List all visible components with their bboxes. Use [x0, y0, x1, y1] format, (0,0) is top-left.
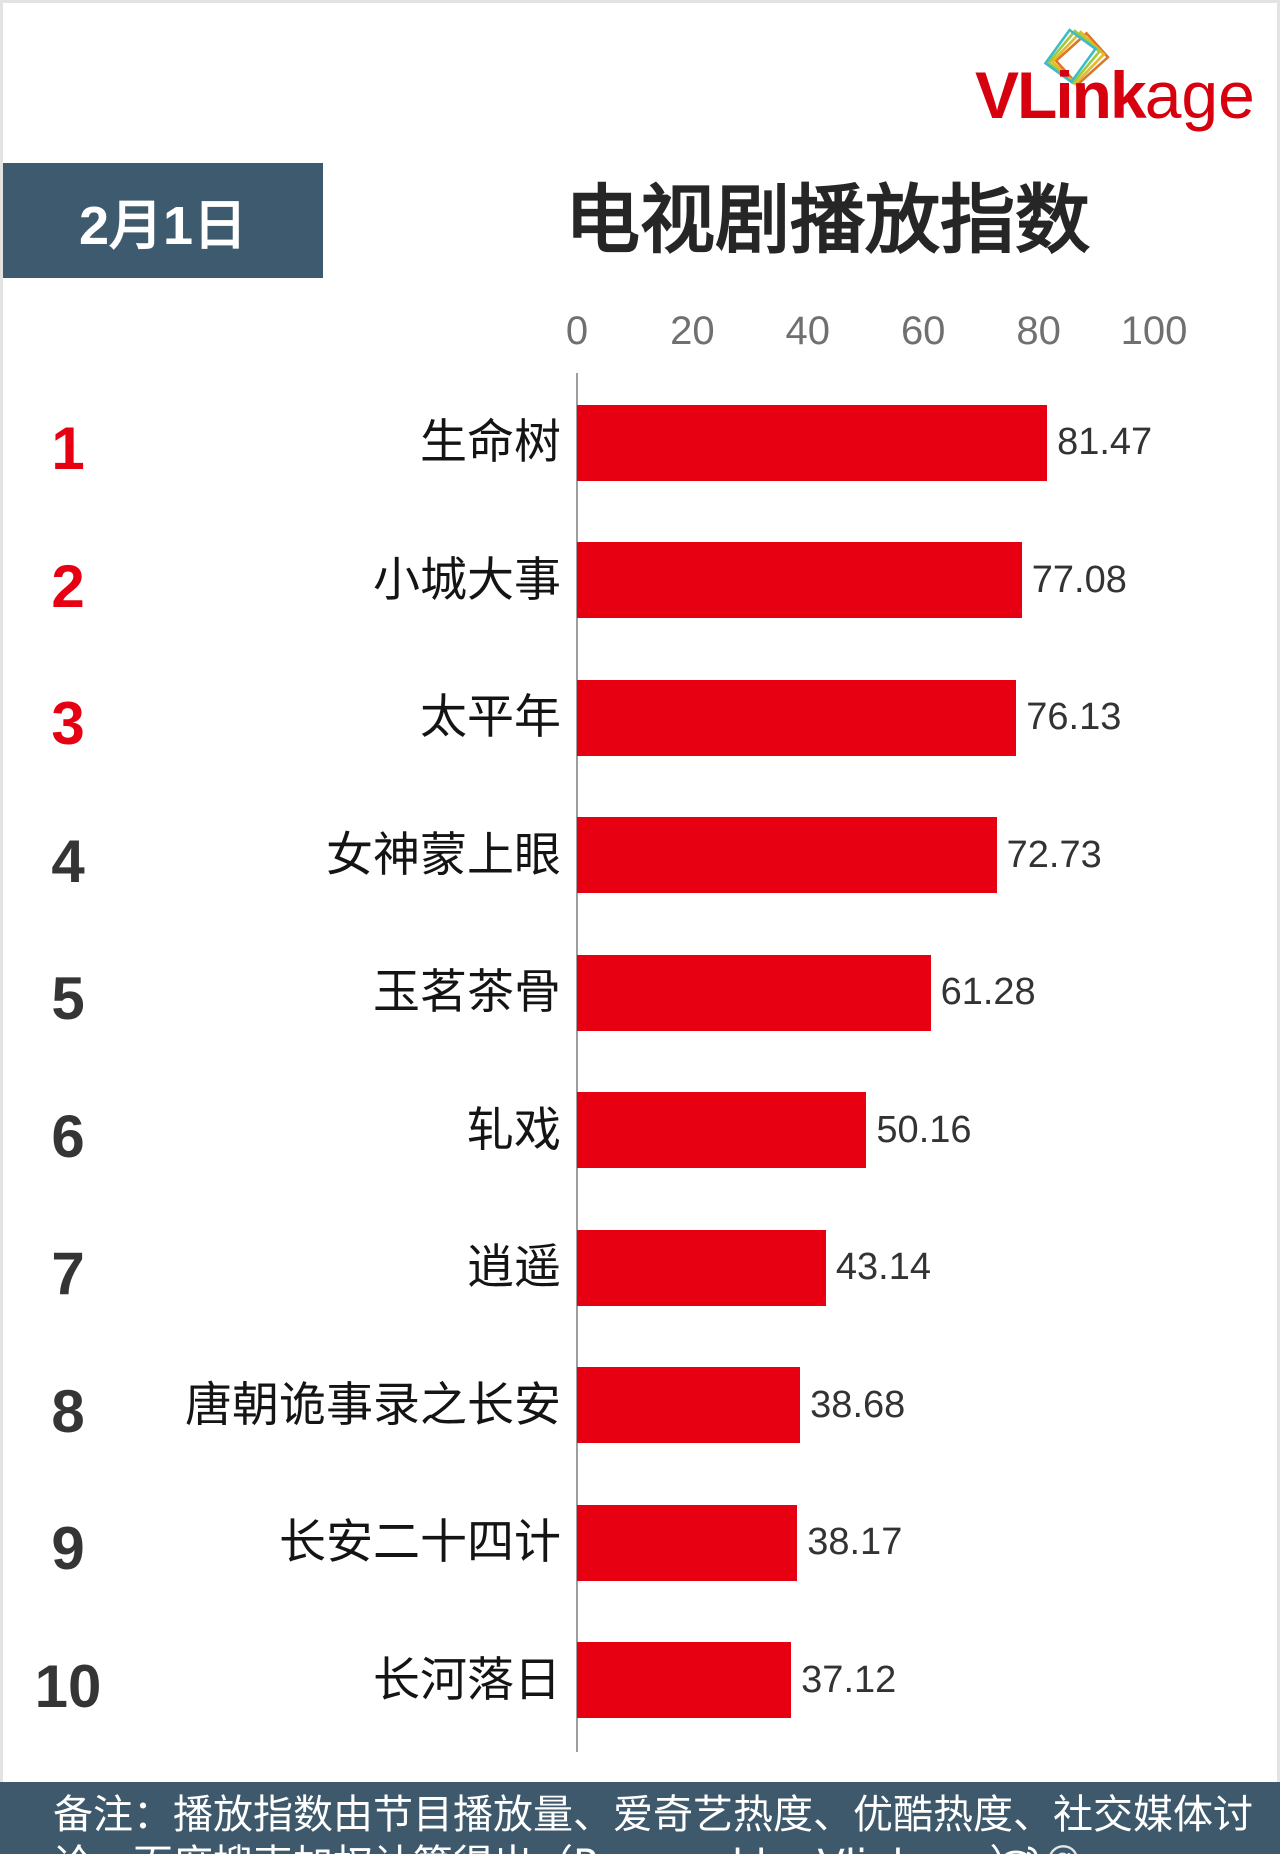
- chart-row: 5 玉茗茶骨 61.28: [0, 924, 1280, 1062]
- bar-track: 37.12: [577, 1612, 1154, 1750]
- watermark-text: @: [1046, 1838, 1080, 1854]
- footer-note-line-2: 论、百度搜索加权计算得出（Powered by Vlinkage）: [53, 1840, 1253, 1854]
- bar-track: 61.28: [577, 924, 1154, 1062]
- value-label: 61.28: [940, 971, 1036, 1014]
- footer-note-band: 备注：播放指数由节目播放量、爱奇艺热度、优酷热度、社交媒体讨 论、百度搜索加权计…: [0, 1782, 1280, 1854]
- x-axis-ticks: 0 20 40 60 80 100: [566, 305, 1188, 357]
- bar: [577, 1229, 826, 1306]
- frame-top-border: [0, 0, 1280, 3]
- bar-track: 81.47: [577, 374, 1154, 512]
- category-label: 太平年: [420, 690, 561, 745]
- bar-track: 38.17: [577, 1474, 1154, 1612]
- chart-row: 8 唐朝诡事录之长安 38.68: [0, 1337, 1280, 1475]
- bar: [577, 1092, 867, 1169]
- bar: [577, 679, 1017, 756]
- bar: [577, 1367, 801, 1444]
- x-tick: 20: [670, 309, 715, 353]
- category-label: 小城大事: [373, 552, 561, 608]
- category-label: 轧戏: [467, 1102, 561, 1158]
- chart-row: 2 小城大事 77.08: [0, 512, 1280, 650]
- value-label: 81.47: [1057, 421, 1153, 464]
- value-label: 72.73: [1006, 833, 1102, 876]
- category-label: 唐朝诡事录之长安: [185, 1377, 561, 1433]
- rank-number: 4: [51, 827, 85, 895]
- rank-number: 2: [51, 552, 85, 620]
- x-tick: 80: [1016, 309, 1061, 353]
- category-label: 逍遥: [467, 1240, 561, 1295]
- bar-track: 77.08: [577, 512, 1154, 650]
- value-label: 76.13: [1026, 696, 1122, 739]
- bar-track: 76.13: [577, 649, 1154, 787]
- x-tick: 100: [1120, 309, 1188, 353]
- bar: [577, 404, 1048, 481]
- bar: [577, 542, 1022, 619]
- chart-row: 9 长安二十四计 38.17: [0, 1474, 1280, 1612]
- x-tick: 0: [565, 309, 589, 353]
- logo-text-bold: VLink: [975, 58, 1147, 132]
- weibo-icon: [1004, 1846, 1038, 1854]
- bar: [577, 1642, 792, 1719]
- bar: [577, 817, 997, 894]
- logo-frames-icon: [1043, 28, 1110, 87]
- category-label: 长安二十四计: [279, 1515, 561, 1570]
- chart-title: 电视剧播放指数: [565, 176, 1091, 264]
- chart-row: 6 轧戏 50.16: [0, 1062, 1280, 1200]
- bar: [577, 1504, 798, 1581]
- bar-track: 72.73: [577, 787, 1154, 925]
- category-label: 生命树: [420, 415, 561, 470]
- rank-number: 10: [34, 1652, 102, 1720]
- value-label: 38.68: [810, 1383, 906, 1426]
- footer-note: 备注：播放指数由节目播放量、爱奇艺热度、优酷热度、社交媒体讨 论、百度搜索加权计…: [53, 1790, 1253, 1854]
- logo-text-light: age: [1144, 58, 1255, 132]
- category-label: 女神蒙上眼: [326, 827, 561, 883]
- x-tick: 40: [785, 309, 831, 353]
- frame-right-border: [1277, 0, 1280, 1782]
- frame-left-border: [0, 0, 3, 1782]
- category-label: 长河落日: [373, 1652, 561, 1708]
- value-label: 50.16: [876, 1108, 972, 1151]
- rank-number: 1: [51, 415, 85, 482]
- value-label: 37.12: [801, 1658, 897, 1701]
- chart-row: 7 逍遥 43.14: [0, 1199, 1280, 1337]
- rank-number: 8: [51, 1377, 85, 1445]
- rank-number: 9: [51, 1515, 85, 1582]
- y-axis-line: [576, 373, 578, 1752]
- bar-track: 50.16: [577, 1062, 1154, 1200]
- date-badge: 2月1日: [3, 163, 323, 278]
- rank-number: 7: [51, 1240, 85, 1307]
- chart-row: 4 女神蒙上眼 72.73: [0, 787, 1280, 925]
- rank-number: 5: [51, 965, 85, 1032]
- chart-row: 10 长河落日 37.12: [0, 1612, 1280, 1750]
- footer-note-line-1: 备注：播放指数由节目播放量、爱奇艺热度、优酷热度、社交媒体讨: [53, 1792, 1253, 1838]
- date-label: 2月1日: [78, 196, 248, 256]
- value-label: 43.14: [835, 1246, 931, 1289]
- vlinkage-logo: VLinkage: [975, 62, 1255, 128]
- watermark: @: [1000, 1838, 1080, 1854]
- bar-track: 38.68: [577, 1337, 1154, 1475]
- chart-row: 3 太平年 76.13: [0, 649, 1280, 787]
- category-label: 玉茗茶骨: [373, 965, 561, 1020]
- rank-number: 6: [51, 1102, 85, 1170]
- x-tick: 60: [900, 309, 946, 353]
- value-label: 77.08: [1031, 558, 1127, 601]
- chart-rows: 1 生命树 81.47 2 小城大事 77.08 3 太平年 76.13 4 女…: [0, 374, 1280, 1749]
- bar-track: 43.14: [577, 1199, 1154, 1337]
- bar: [577, 954, 931, 1031]
- chart-row: 1 生命树 81.47: [0, 374, 1280, 512]
- value-label: 38.17: [807, 1521, 903, 1564]
- rank-number: 3: [51, 690, 85, 757]
